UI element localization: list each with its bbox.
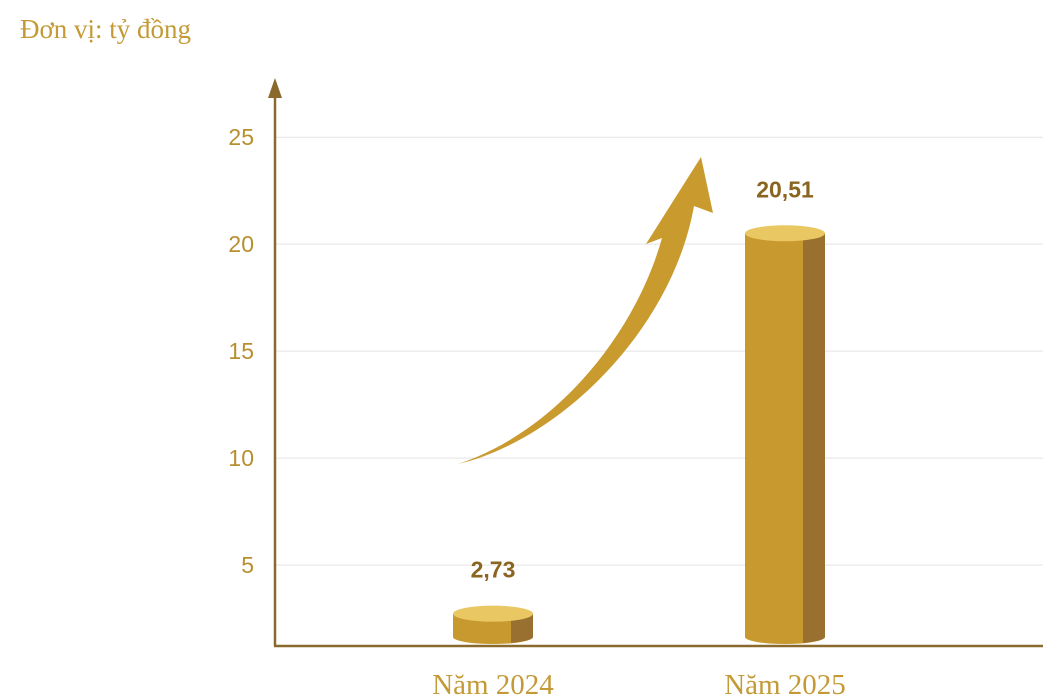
bar-top [453,605,533,622]
bar-top [745,225,825,242]
unit-label: Đơn vị: tỷ đồng [20,14,191,44]
y-tick-label: 5 [241,552,254,578]
bar-1 [453,605,533,644]
axes [268,78,1043,648]
bar-2 [745,225,825,644]
category-label: Năm 2024 [432,669,554,699]
growth-arrow-icon [458,157,713,464]
value-label: 20,51 [756,176,814,202]
y-axis-arrow-icon [268,78,282,98]
bar-shade [803,233,825,643]
y-tick-label: 15 [228,338,254,364]
y-tick-label: 20 [228,231,254,257]
value-labels: 2,73 20,51 [471,176,814,582]
category-labels: Năm 2024 Năm 2025 [432,669,846,699]
bars [453,225,825,644]
gridlines [275,136,1043,566]
category-label: Năm 2025 [724,669,846,699]
y-tick-label: 10 [228,445,254,471]
y-tick-labels: 5 10 15 20 25 [228,124,254,578]
bar-shade [511,613,533,643]
y-tick-label: 25 [228,124,254,150]
value-label: 2,73 [471,557,516,583]
